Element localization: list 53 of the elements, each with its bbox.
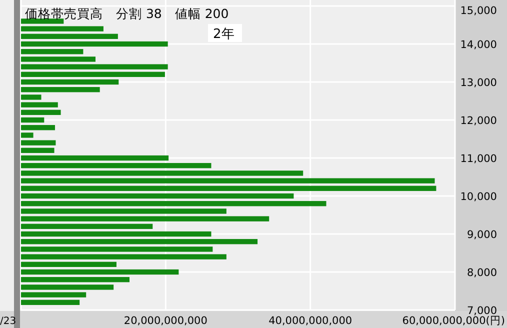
annotation: 2年 <box>213 27 234 42</box>
bar <box>21 125 55 130</box>
bar <box>21 178 435 184</box>
bar <box>21 132 34 138</box>
y-tick-label: 12,000 <box>460 115 497 127</box>
bar <box>21 231 212 237</box>
y-tick-label: 10,000 <box>460 191 497 203</box>
bar <box>21 87 100 92</box>
bar <box>21 140 56 146</box>
bar <box>21 163 212 168</box>
bar <box>21 201 326 206</box>
bar <box>21 254 226 260</box>
text: /23 <box>0 316 16 327</box>
bar <box>21 284 114 290</box>
bar <box>21 277 130 282</box>
bar <box>21 110 61 115</box>
y-tick-label: 8,000 <box>466 267 497 279</box>
bar <box>21 262 116 267</box>
bar <box>21 300 80 305</box>
bar <box>21 79 119 85</box>
x-tick-label: 20,000,000,000 <box>124 315 208 327</box>
bar <box>21 56 96 62</box>
bar <box>21 170 304 176</box>
x-tick-label: 60,000,000,000(円) <box>402 315 505 327</box>
bar <box>21 224 153 229</box>
bar <box>21 94 42 100</box>
y-tick-label: 9,000 <box>466 229 497 241</box>
bar <box>21 193 294 199</box>
x-tick-label: 40,000,000,000 <box>268 315 352 327</box>
bar <box>21 269 179 275</box>
bar <box>21 216 270 222</box>
bar <box>21 34 118 39</box>
bar <box>21 72 165 77</box>
bar <box>21 64 168 70</box>
bar <box>21 155 169 161</box>
bar <box>21 239 258 244</box>
y-tick-label: 15,000 <box>460 5 497 17</box>
bar <box>21 117 44 123</box>
y-tick-label: 7,000 <box>466 305 497 317</box>
bar <box>21 41 168 47</box>
bar <box>21 208 226 214</box>
bar <box>21 186 436 191</box>
bar <box>21 102 58 108</box>
bar <box>21 292 86 298</box>
bar <box>21 148 54 153</box>
bar <box>21 49 84 54</box>
chart-title: 価格帯売買高 分割 38 値幅 200 <box>25 6 229 21</box>
bar <box>21 246 213 252</box>
y-tick-label: 13,000 <box>460 77 497 89</box>
bar <box>21 18 64 24</box>
y-tick-label: 11,000 <box>460 153 497 165</box>
bar <box>21 26 104 32</box>
y-tick-label: 14,000 <box>460 39 497 51</box>
